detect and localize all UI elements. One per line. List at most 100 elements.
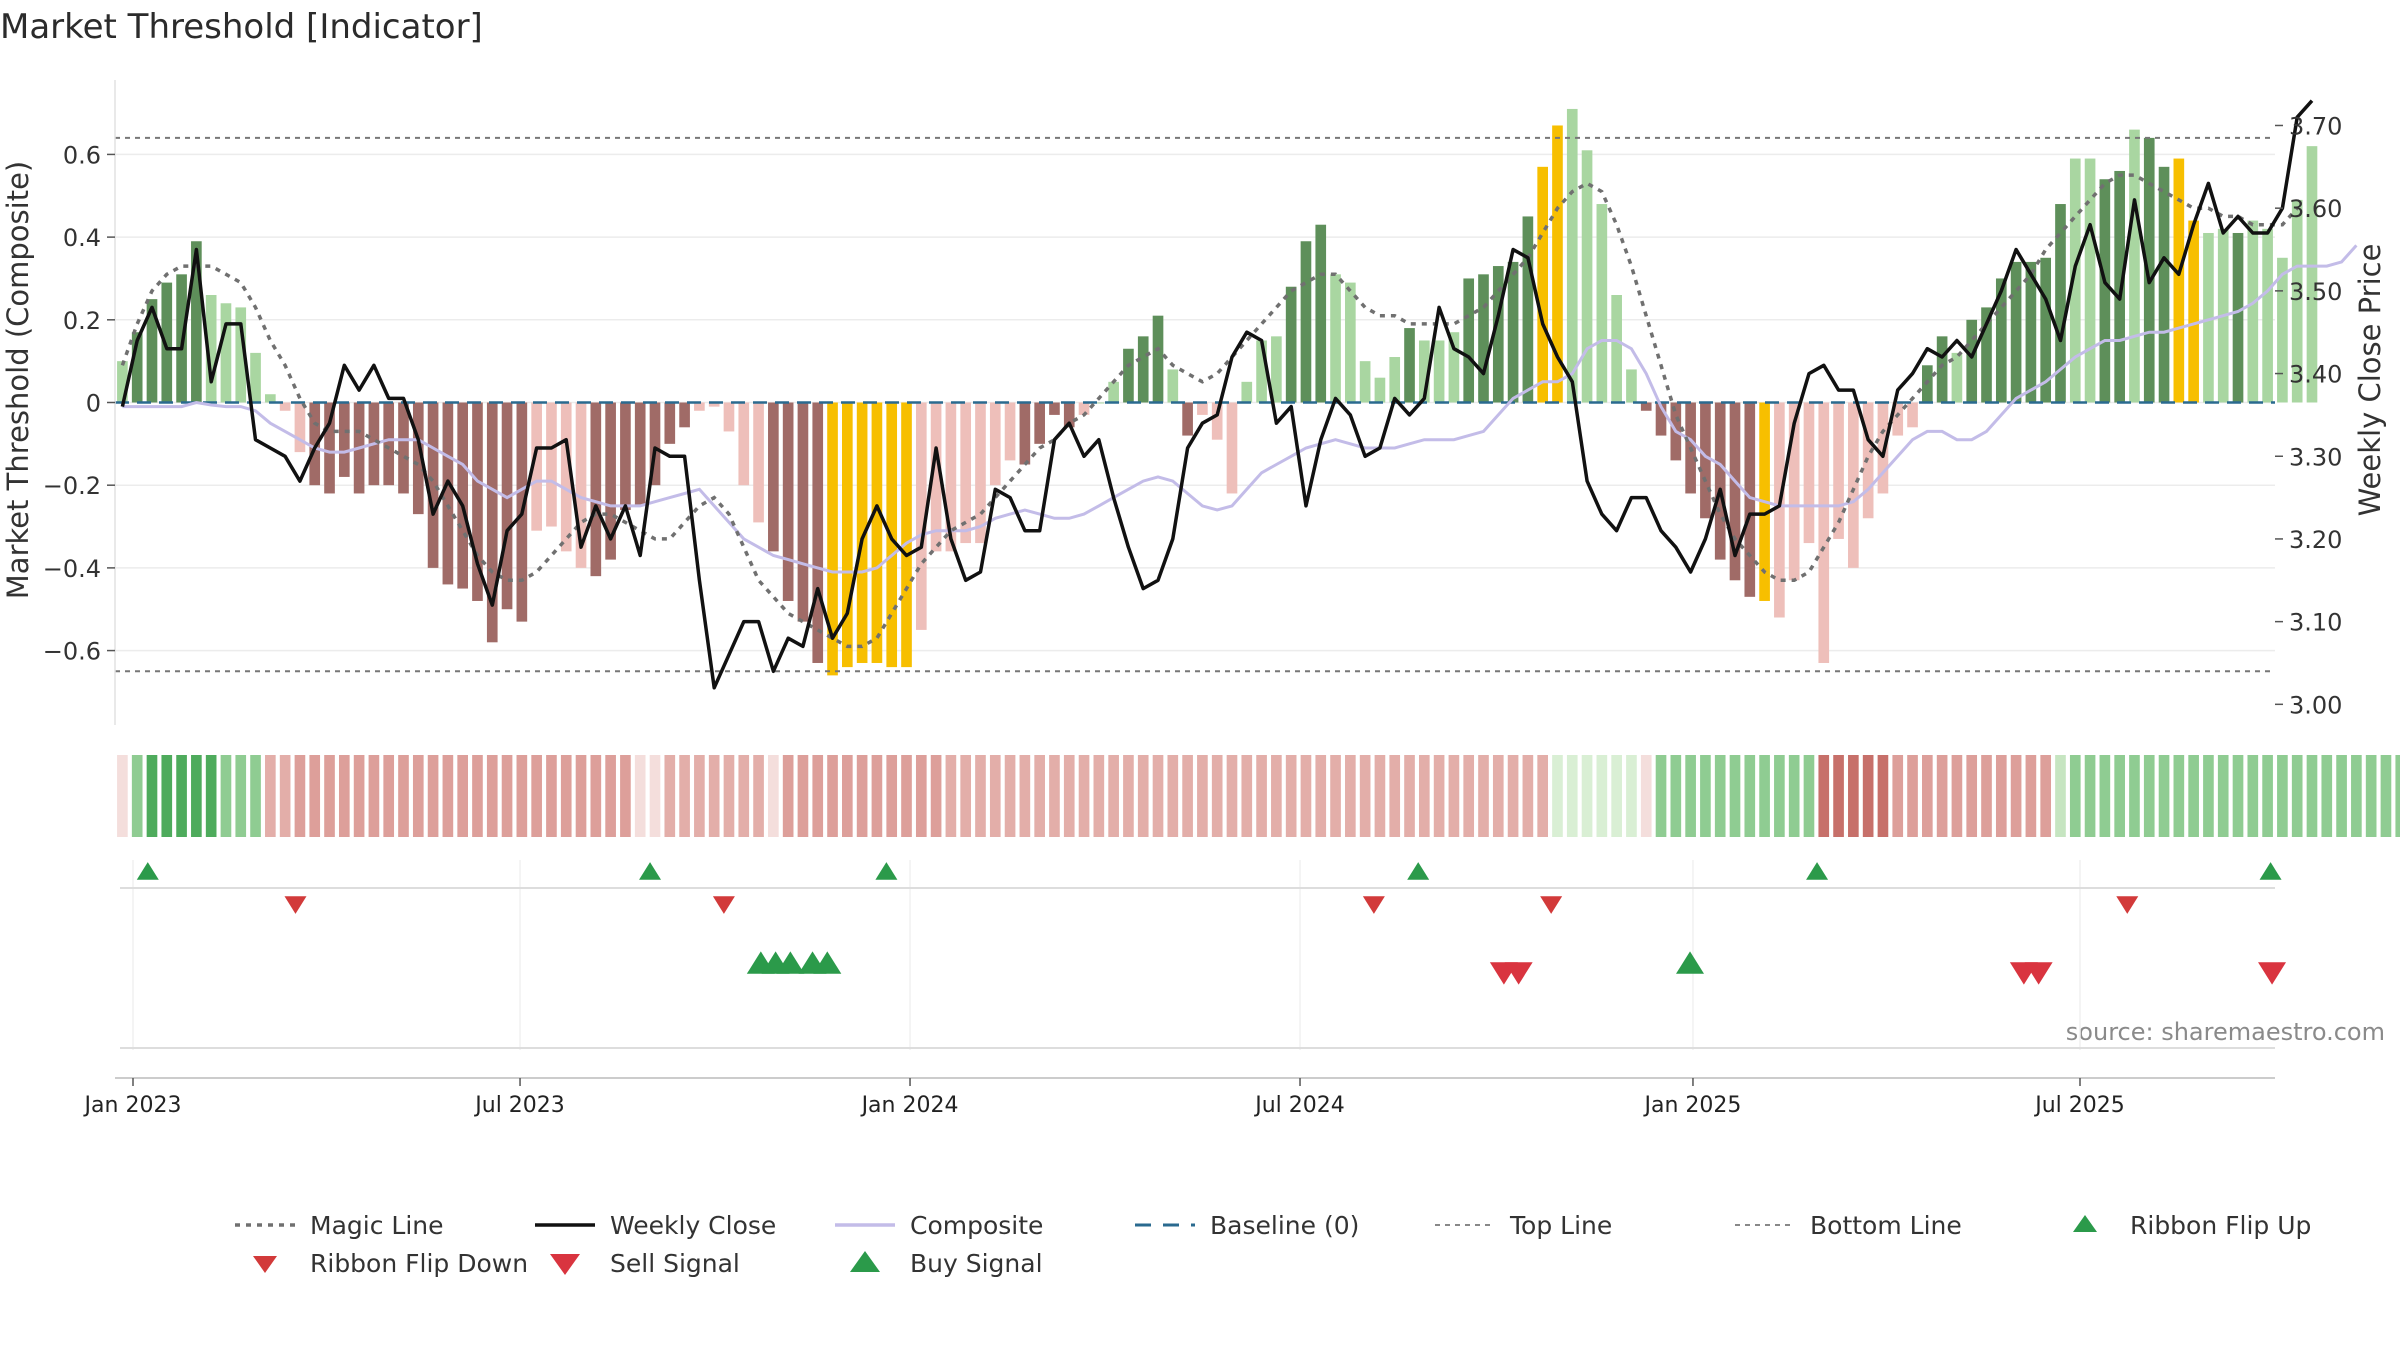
composite-bar — [1566, 108, 1578, 403]
ribbon-cell — [1463, 755, 1475, 837]
ribbon-cell — [2217, 755, 2229, 837]
ribbon-cell — [1907, 755, 1918, 837]
x-tick-label: Jan 2023 — [83, 1093, 182, 1118]
composite-bar — [1626, 369, 1637, 403]
ribbon-cell — [1108, 755, 1119, 837]
composite-bar — [2173, 158, 2185, 403]
composite-bar — [2277, 257, 2288, 403]
composite-bar — [1271, 336, 1282, 403]
ribbon-cell — [664, 755, 676, 837]
ribbon-cell — [738, 755, 750, 837]
ribbon-cell — [1714, 755, 1726, 837]
y2-tick-label: 3.70 — [2289, 112, 2342, 140]
ribbon-cell — [531, 755, 542, 837]
composite-bar — [265, 394, 276, 403]
composite-bar — [856, 402, 868, 663]
composite-bar — [1907, 402, 1918, 428]
ribbon-cell — [1152, 755, 1164, 837]
ribbon-cell — [2247, 755, 2259, 837]
ribbon-cell — [338, 755, 350, 837]
ribbon-cell — [1744, 755, 1756, 837]
ribbon-cell — [1596, 755, 1608, 837]
ribbon-flip-up-marker — [1407, 862, 1430, 880]
ribbon-cell — [294, 755, 306, 837]
ribbon-cell — [1004, 755, 1016, 837]
ribbon-cell — [1492, 755, 1504, 837]
ribbon-cell — [1359, 755, 1371, 837]
y-axis-label: Market Threshold (Composite) — [1, 161, 35, 599]
composite-bar — [117, 361, 128, 403]
ribbon-cell — [842, 755, 853, 837]
composite-bar — [1256, 340, 1267, 403]
ribbon-cell — [2055, 755, 2066, 837]
ribbon-cell — [486, 755, 498, 837]
composite-bar — [1063, 402, 1075, 428]
ribbon-cell — [472, 755, 483, 837]
composite-bar — [2291, 199, 2303, 403]
ribbon-cell — [191, 755, 202, 837]
ribbon-cell — [2069, 755, 2081, 837]
composite-bar — [1078, 402, 1090, 415]
y2-tick-label: 3.00 — [2289, 691, 2342, 719]
ribbon-cell — [1833, 755, 1844, 837]
ribbon-cell — [1759, 755, 1770, 837]
composite-bar — [2262, 228, 2273, 403]
axes-layer: −0.6 −0.4 −0.2 0 0.2 0.4 0.6 3.00 3.10 3.20 3.30 3.… — [43, 80, 2342, 725]
composite-bar — [1833, 402, 1844, 539]
composite-bar — [531, 402, 542, 531]
ribbon-cell — [205, 755, 217, 837]
legend-label: Ribbon Flip Down — [310, 1249, 528, 1278]
ribbon-cell — [220, 755, 232, 837]
ribbon-cell — [1803, 755, 1815, 837]
legend-label: Bottom Line — [1810, 1211, 1962, 1240]
legend-label: Magic Line — [310, 1211, 444, 1240]
legend-entry: Top Line — [1435, 1211, 1612, 1240]
composite-bar — [1049, 402, 1060, 415]
composite-bar — [1744, 402, 1756, 597]
composite-bar — [989, 402, 1001, 486]
composite-bar — [2143, 137, 2155, 403]
composite-bar — [1877, 402, 1889, 494]
ribbon-cell — [708, 755, 720, 837]
sell-signal-marker — [2024, 962, 2053, 985]
ribbon-cell — [782, 755, 794, 837]
ribbon-cell — [1211, 755, 1223, 837]
composite-bar — [975, 402, 986, 544]
composite-bar — [753, 402, 764, 523]
ribbon-cell — [427, 755, 439, 837]
composite-bar — [309, 402, 321, 486]
y-tick-label: 0 — [86, 390, 101, 418]
x-tick-label: Jan 2025 — [1643, 1093, 1742, 1118]
composite-bar — [1596, 204, 1608, 403]
ribbon-cell — [1167, 755, 1179, 837]
ribbon-cell — [1566, 755, 1578, 837]
ribbon-cell — [753, 755, 764, 837]
ribbon-cell — [871, 755, 883, 837]
legend-entry: Ribbon Flip Down — [253, 1249, 528, 1278]
ribbon-cell — [1197, 755, 1208, 837]
ribbon-cell — [235, 755, 247, 837]
composite-bar — [723, 402, 735, 432]
composite-bar — [664, 402, 676, 444]
ribbon-cell — [442, 755, 454, 837]
y2-tick-label: 3.20 — [2289, 526, 2342, 554]
reference-lines — [115, 136, 2275, 673]
composite-bar — [294, 402, 306, 453]
ribbon-cell — [2321, 755, 2333, 837]
legend-label: Composite — [910, 1211, 1043, 1240]
ribbon-cell — [353, 755, 365, 837]
composite-bar — [812, 402, 824, 663]
ribbon-cell — [694, 755, 705, 837]
ribbon-cell — [309, 755, 321, 837]
composite-bar — [1359, 361, 1371, 403]
composite-bar — [1197, 402, 1208, 415]
ribbon-cell — [1966, 755, 1978, 837]
ribbon-cell — [620, 755, 631, 837]
legend-label: Sell Signal — [610, 1249, 740, 1278]
composite-bar — [250, 352, 261, 403]
ribbon-cell — [1640, 755, 1652, 837]
legend-entry: Weekly Close — [535, 1211, 776, 1240]
ribbon-cell — [605, 755, 616, 837]
y-tick-label: 0.6 — [63, 141, 101, 169]
ribbon-cell — [1537, 755, 1548, 837]
